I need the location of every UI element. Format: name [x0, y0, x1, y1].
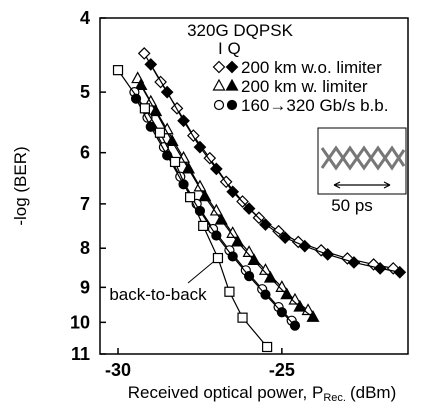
square-marker [140, 104, 149, 113]
square-marker [263, 342, 272, 351]
y-tick-label: 5 [80, 82, 90, 102]
y-tick-label: 10 [70, 312, 90, 332]
chart: 320G DQPSK I Q -log (BER) Received optic… [0, 0, 428, 405]
x-axis-label: Received optical power, PRec. (dBm) [128, 383, 397, 404]
triangle-marker [199, 191, 210, 201]
y-tick-label: 9 [80, 277, 90, 297]
diamond-marker [227, 62, 238, 73]
diamond-marker [214, 62, 225, 73]
circle-marker [212, 231, 221, 240]
legend-label: 200 km w. limiter [241, 77, 368, 96]
triangle-marker [150, 105, 161, 115]
x-tick-label: -25 [269, 360, 295, 380]
square-marker [238, 313, 247, 322]
circle-marker [290, 321, 299, 330]
y-tick-label: 6 [80, 143, 90, 163]
y-tick-label: 11 [71, 344, 90, 364]
x-label-unit: (dBm) [350, 383, 396, 402]
square-marker [186, 193, 195, 202]
inset: 50 ps [318, 128, 406, 215]
circle-marker [245, 272, 254, 281]
diamond-marker [139, 48, 150, 59]
square-marker [155, 128, 164, 137]
fit-line [141, 85, 313, 317]
x-tick-label: -30 [105, 360, 131, 380]
legend-title: 320G DQPSK [187, 21, 293, 40]
diamond-marker [162, 87, 173, 98]
annotation: back-to-back [109, 285, 207, 304]
x-label-sub: Rec. [323, 392, 346, 404]
square-marker [199, 221, 208, 230]
circle-marker [228, 252, 237, 261]
square-marker [225, 287, 234, 296]
triangle-marker [183, 163, 194, 173]
circle-marker [277, 308, 286, 317]
triangle-marker [214, 80, 225, 90]
inset-label: 50 ps [331, 196, 373, 215]
legend-columns: I Q [218, 39, 241, 58]
circle-marker [228, 101, 237, 110]
legend-label: 160→320 Gb/s b.b. [241, 96, 388, 115]
legend-label: 200 km w.o. limiter [241, 58, 382, 77]
diamond-marker [145, 59, 156, 70]
triangle-marker [227, 80, 238, 90]
square-marker [171, 157, 180, 166]
y-tick-label: 8 [80, 238, 90, 258]
circle-marker [215, 101, 224, 110]
y-tick-label: 7 [80, 194, 90, 214]
square-marker [213, 254, 222, 263]
square-marker [114, 66, 123, 75]
triangle-marker [167, 135, 178, 145]
y-tick-label: 4 [80, 8, 90, 28]
x-label-main: Received optical power, P [128, 383, 324, 402]
y-axis-label: -log (BER) [11, 146, 30, 225]
circle-marker [261, 290, 270, 299]
